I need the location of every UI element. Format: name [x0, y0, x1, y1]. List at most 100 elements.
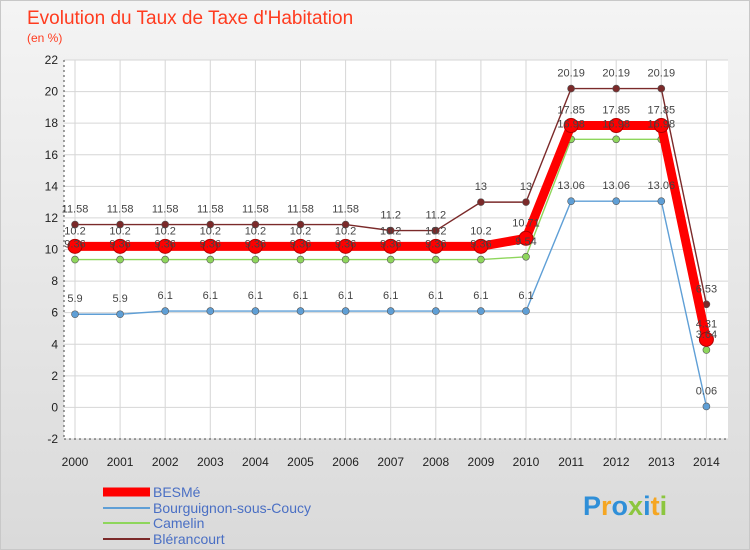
- y-tick-label: 10: [45, 243, 59, 257]
- data-point: [608, 118, 624, 134]
- data-point: [296, 255, 305, 264]
- data-label: 13: [520, 181, 532, 193]
- data-label: 6.1: [473, 290, 488, 302]
- data-label: 10.2: [245, 225, 266, 237]
- x-tick-label: 2007: [377, 455, 404, 469]
- data-point: [567, 84, 575, 93]
- x-tick-label: 2005: [287, 455, 314, 469]
- data-label: 11.58: [62, 204, 89, 216]
- data-point: [477, 307, 485, 315]
- data-point: [341, 307, 350, 315]
- legend: BESMéBourguignon-sous-CoucyCamelinBléran…: [103, 484, 311, 547]
- data-point: [341, 220, 350, 229]
- y-tick-label: 4: [51, 337, 58, 351]
- data-label: 9.36: [380, 239, 401, 251]
- data-label: 11.2: [426, 210, 447, 222]
- data-label: 9.36: [200, 239, 221, 251]
- data-label: 4.31: [696, 318, 717, 330]
- chart-subtitle: (en %): [27, 31, 62, 45]
- y-tick-label: 16: [45, 148, 59, 162]
- proxiti-logo: Proxiti: [583, 491, 667, 521]
- data-point: [473, 238, 489, 254]
- data-label: 10.2: [154, 225, 175, 237]
- data-label: 6.1: [158, 290, 173, 302]
- data-label: 13: [475, 181, 487, 193]
- data-label: 11.58: [152, 204, 179, 216]
- series-lines: [67, 84, 714, 411]
- data-point: [477, 198, 485, 206]
- data-point: [612, 197, 621, 205]
- data-label: 10.2: [380, 225, 401, 237]
- data-point: [161, 307, 169, 315]
- logo-letter: i: [643, 491, 651, 521]
- data-label: 10.2: [109, 225, 130, 237]
- logo-letter: x: [628, 491, 643, 521]
- data-label: 6.1: [248, 290, 263, 302]
- data-label: 10.71: [512, 217, 540, 229]
- data-point: [386, 307, 395, 315]
- x-tick-label: 2014: [693, 455, 720, 469]
- logo-letter: t: [651, 491, 660, 521]
- data-label: 10.2: [425, 225, 446, 237]
- data-label: 10.2: [290, 225, 311, 237]
- data-point: [338, 238, 354, 254]
- x-tick-label: 2006: [332, 455, 359, 469]
- y-tick-label: 20: [45, 85, 59, 99]
- y-tick-label: 22: [45, 53, 59, 67]
- data-point: [116, 220, 124, 229]
- data-label: 17.85: [648, 105, 676, 117]
- data-point: [383, 238, 399, 254]
- data-point: [112, 238, 128, 254]
- data-point: [657, 197, 666, 205]
- data-point: [71, 310, 79, 319]
- data-point: [202, 238, 218, 254]
- y-tick-label: 2: [51, 369, 58, 383]
- data-label: 13.06: [648, 180, 676, 192]
- y-tick-label: 6: [51, 306, 58, 320]
- data-point: [522, 307, 530, 315]
- data-label: 17.85: [557, 105, 585, 117]
- logo-letter: o: [612, 491, 629, 521]
- data-label: 6.1: [203, 290, 218, 302]
- data-label: 20.19: [557, 68, 585, 80]
- legend-label: Bourguignon-sous-Coucy: [153, 500, 311, 516]
- data-point: [522, 252, 530, 261]
- data-point: [431, 226, 440, 235]
- data-point: [251, 307, 260, 315]
- y-tick-label: -2: [47, 432, 58, 446]
- axes: -2 0 2 4 6 8 10 12 14 16 18 20 22 2000 2001 2002 2003 200…: [45, 53, 728, 469]
- data-label: 10.2: [64, 225, 85, 237]
- logo-letter: P: [583, 491, 601, 521]
- data-point: [477, 255, 485, 264]
- x-tick-label: 2001: [107, 455, 134, 469]
- data-point: [157, 238, 173, 254]
- data-point: [431, 255, 440, 264]
- data-point: [296, 307, 305, 315]
- data-label: 16.98: [602, 118, 630, 130]
- data-label: 9.36: [154, 239, 175, 251]
- data-label: 6.1: [338, 290, 353, 302]
- data-label: 6.1: [428, 290, 443, 302]
- data-label: 16.98: [557, 118, 585, 130]
- y-tick-label: 8: [51, 274, 58, 288]
- legend-label: BESMé: [153, 484, 201, 500]
- x-tick-label: 2002: [152, 455, 179, 469]
- legend-label: Blérancourt: [153, 531, 225, 547]
- legend-label: Camelin: [153, 515, 204, 531]
- data-label: 11.58: [287, 204, 314, 216]
- x-tick-label: 2004: [242, 455, 269, 469]
- data-point: [296, 220, 305, 229]
- data-point: [67, 238, 83, 254]
- data-label: 6.1: [293, 290, 308, 302]
- data-point: [206, 255, 215, 264]
- data-point: [431, 307, 440, 315]
- data-point: [251, 255, 260, 264]
- data-label: 9.36: [64, 239, 85, 251]
- data-label: 20.19: [602, 68, 630, 80]
- data-label: 0.06: [696, 385, 717, 397]
- data-point: [518, 230, 534, 246]
- y-tick-label: 14: [45, 179, 59, 193]
- data-point: [702, 402, 711, 411]
- data-point: [386, 226, 395, 235]
